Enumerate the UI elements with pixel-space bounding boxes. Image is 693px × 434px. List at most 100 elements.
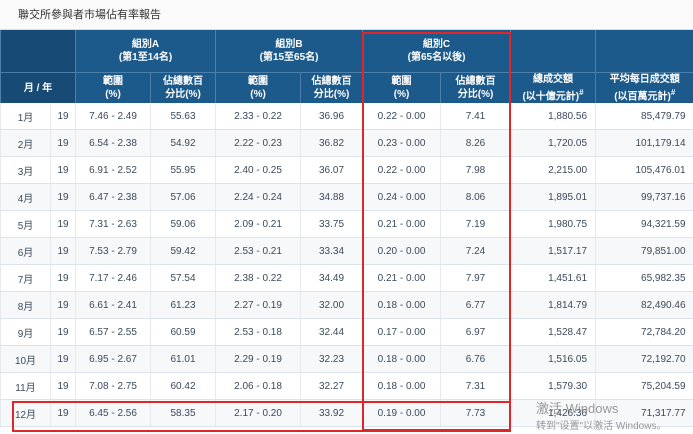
table-cell: 1,895.01 bbox=[510, 183, 596, 212]
table-cell: 7.46 - 2.49 bbox=[75, 103, 151, 131]
table-cell: 2.09 - 0.21 bbox=[215, 210, 301, 239]
column-header: 佔總數百 分比(%) bbox=[440, 72, 511, 104]
table-cell: 12月 bbox=[0, 399, 51, 428]
column-header-line: (%) bbox=[393, 89, 410, 101]
column-header-line: 佔總數百 bbox=[455, 76, 496, 88]
header-blank bbox=[595, 30, 693, 73]
footnote-mark: # bbox=[670, 88, 676, 97]
column-header-line: 總成交額 bbox=[533, 74, 574, 85]
table-row: 11月 19 7.08 - 2.75 60.42 2.06 - 0.18 32.27 0.1… bbox=[0, 372, 693, 401]
table-cell: 6月 bbox=[0, 237, 51, 266]
column-header: 月 / 年 bbox=[0, 72, 76, 104]
header-blank bbox=[0, 30, 76, 73]
group-header: 組別C (第65名以後) bbox=[362, 30, 511, 73]
column-header-line: (%) bbox=[105, 89, 121, 101]
table-cell: 36.96 bbox=[300, 103, 363, 131]
table-header: 組別A (第1至14名) 組別B (第15至65名) 組別C (第65名以後) 月 / 年… bbox=[0, 30, 693, 104]
column-header-line: 平均每日成交額 bbox=[609, 74, 680, 85]
table-cell: 32.44 bbox=[300, 318, 363, 347]
table-cell: 8月 bbox=[0, 291, 51, 320]
table-cell: 2.33 - 0.22 bbox=[215, 103, 301, 131]
table-cell: 1,980.75 bbox=[510, 210, 596, 239]
table-cell: 6.95 - 2.67 bbox=[75, 345, 151, 374]
column-header-row: 月 / 年範圍 (%) 佔總數百 分比(%) 範圍 (%) 佔總數百 分比(%) 範圍 (%) 佔總… bbox=[0, 72, 693, 104]
table-cell: 19 bbox=[50, 318, 76, 347]
column-header-line: (%) bbox=[250, 89, 266, 101]
group-name: 組別A bbox=[131, 39, 160, 50]
table-cell: 32.00 bbox=[300, 291, 363, 320]
table-cell: 72,192.70 bbox=[595, 345, 693, 374]
table-cell: 7.19 bbox=[440, 210, 511, 239]
table-cell: 6.47 - 2.38 bbox=[75, 183, 151, 212]
table-cell: 19 bbox=[50, 264, 76, 293]
table-cell: 19 bbox=[50, 103, 76, 131]
table-cell: 19 bbox=[50, 372, 76, 401]
table-cell: 36.07 bbox=[300, 156, 363, 185]
table-row: 1月 19 7.46 - 2.49 55.63 2.33 - 0.22 36.96 0.22… bbox=[0, 103, 693, 131]
table-cell: 2.17 - 0.20 bbox=[215, 399, 301, 428]
column-header-line: 分比(%) bbox=[165, 89, 201, 101]
table-cell: 19 bbox=[50, 156, 76, 185]
table-row: 4月 19 6.47 - 2.38 57.06 2.24 - 0.24 34.88 0.24… bbox=[0, 183, 693, 212]
column-header-line: 月 / 年 bbox=[23, 82, 53, 94]
table-row: 2月 19 6.54 - 2.38 54.92 2.22 - 0.23 36.82 0.23… bbox=[0, 129, 693, 158]
table-cell: 58.35 bbox=[149, 399, 216, 428]
table-row: 7月 19 7.17 - 2.46 57.54 2.38 - 0.22 34.49 0.21… bbox=[0, 264, 693, 293]
column-header-line: 範圍 bbox=[248, 76, 269, 88]
group-name: 組別B bbox=[275, 39, 303, 50]
table-cell: 59.42 bbox=[149, 237, 216, 266]
table-cell: 7.24 bbox=[440, 237, 511, 266]
column-header-line: 佔總數百 bbox=[163, 76, 203, 88]
table-cell: 1,528.47 bbox=[510, 318, 596, 347]
table-cell: 82,490.46 bbox=[595, 291, 693, 320]
column-header: 範圍 (%) bbox=[215, 72, 301, 104]
table-row: 9月 19 6.57 - 2.55 60.59 2.53 - 0.18 32.44 0.17… bbox=[0, 318, 693, 347]
table-cell: 0.20 - 0.00 bbox=[362, 237, 441, 266]
table-cell: 0.18 - 0.00 bbox=[362, 291, 441, 320]
table-cell: 1,880.56 bbox=[510, 103, 596, 131]
column-header-line: 佔總數百 bbox=[311, 76, 352, 88]
table-cell: 1月 bbox=[0, 103, 51, 131]
table-cell: 32.27 bbox=[300, 372, 363, 401]
table-cell: 57.54 bbox=[149, 264, 216, 293]
table-cell: 6.45 - 2.56 bbox=[75, 399, 151, 428]
table-cell: 6.76 bbox=[440, 345, 511, 374]
table-cell: 54.92 bbox=[149, 129, 216, 158]
column-header-line: (以百萬元計)# bbox=[614, 88, 676, 103]
table-cell: 0.22 - 0.00 bbox=[362, 103, 441, 131]
footnote-mark: # bbox=[579, 88, 584, 97]
table-cell: 1,579.30 bbox=[510, 372, 596, 401]
table-cell: 0.19 - 0.00 bbox=[362, 399, 441, 428]
table-cell: 7月 bbox=[0, 264, 51, 293]
table-cell: 6.77 bbox=[440, 291, 511, 320]
table-cell: 2.38 - 0.22 bbox=[215, 264, 301, 293]
table-cell: 32.23 bbox=[300, 345, 363, 374]
table-cell: 101,179.14 bbox=[595, 129, 693, 158]
table-cell: 6.91 - 2.52 bbox=[75, 156, 151, 185]
table-cell: 6.97 bbox=[440, 318, 511, 347]
table-row: 8月 19 6.61 - 2.41 61.23 2.27 - 0.19 32.00 0.18… bbox=[0, 291, 693, 320]
table-cell: 59.06 bbox=[149, 210, 216, 239]
table-cell: 6.54 - 2.38 bbox=[75, 129, 151, 158]
table-cell: 1,814.79 bbox=[510, 291, 596, 320]
table-row: 6月 19 7.53 - 2.79 59.42 2.53 - 0.21 33.34 0.20… bbox=[0, 237, 693, 266]
table-cell: 0.18 - 0.00 bbox=[362, 372, 441, 401]
table-cell: 2.53 - 0.21 bbox=[215, 237, 301, 266]
table-cell: 3月 bbox=[0, 156, 51, 185]
table-cell: 2.27 - 0.19 bbox=[215, 291, 301, 320]
table-cell: 2.40 - 0.25 bbox=[215, 156, 301, 185]
column-header-line: 範圍 bbox=[103, 76, 123, 88]
report-title: 聯交所參與者市場佔有率報告 bbox=[0, 0, 693, 30]
table-cell: 19 bbox=[50, 129, 76, 158]
group-name: 組別C bbox=[422, 39, 451, 50]
table-cell: 34.49 bbox=[300, 264, 363, 293]
table-cell: 2.24 - 0.24 bbox=[215, 183, 301, 212]
table-cell: 0.17 - 0.00 bbox=[362, 318, 441, 347]
table-cell: 33.34 bbox=[300, 237, 363, 266]
table-cell: 2月 bbox=[0, 129, 51, 158]
table-cell: 72,784.20 bbox=[595, 318, 693, 347]
table-cell: 55.95 bbox=[149, 156, 216, 185]
table-cell: 75,204.59 bbox=[595, 372, 693, 401]
column-header-line: 範圍 bbox=[391, 76, 412, 88]
